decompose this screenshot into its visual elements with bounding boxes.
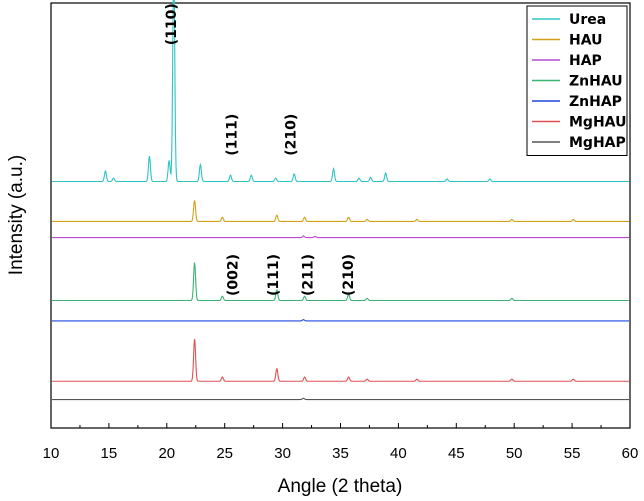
x-tick-label: 25 xyxy=(216,445,233,462)
x-tick-label: 60 xyxy=(622,445,639,462)
series-line-znhap xyxy=(52,319,629,322)
x-tick-label: 55 xyxy=(564,445,581,462)
peak-annotations: (110) (111) (210) (002) (111) (211) (210) xyxy=(164,3,357,296)
x-tick-label: 40 xyxy=(390,445,407,462)
peak-annotation: (210) xyxy=(341,254,357,296)
x-tick-label: 10 xyxy=(43,445,60,462)
peak-annotation: (211) xyxy=(301,254,317,296)
y-axis-title: Intensity (a.u.) xyxy=(6,155,27,275)
series-line-hau xyxy=(52,200,629,222)
peak-annotation: (111) xyxy=(266,254,282,296)
peak-annotation: (110) xyxy=(164,3,180,45)
x-ticks: 10 15 20 25 30 35 40 45 50 55 60 xyxy=(43,423,639,462)
x-tick-label: 45 xyxy=(448,445,465,462)
legend-label: HAP xyxy=(569,53,602,69)
series-layer xyxy=(52,0,629,401)
x-tick-label: 30 xyxy=(274,445,291,462)
x-axis-title: Angle (2 theta) xyxy=(278,476,403,497)
x-tick-label: 20 xyxy=(158,445,175,462)
legend: Urea HAU HAP ZnHAU ZnHAP MgHAU MgHAP xyxy=(526,5,628,156)
legend-label: MgHAU xyxy=(569,115,626,131)
legend-label: ZnHAU xyxy=(569,74,623,90)
series-line-mghau xyxy=(52,338,629,382)
series-line-hap xyxy=(52,235,629,239)
legend-label: MgHAP xyxy=(569,135,626,151)
legend-label: ZnHAP xyxy=(569,94,622,110)
series-line-mghap xyxy=(52,397,629,401)
peak-annotation: (002) xyxy=(225,254,241,296)
x-tick-label: 15 xyxy=(101,445,118,462)
series-line-znhau xyxy=(52,262,629,302)
legend-label: HAU xyxy=(569,33,603,49)
legend-label: Urea xyxy=(569,12,606,28)
peak-annotation: (111) xyxy=(224,114,240,156)
x-tick-label: 35 xyxy=(332,445,349,462)
peak-annotation: (210) xyxy=(283,114,299,156)
x-tick-label: 50 xyxy=(506,445,523,462)
series-line-urea xyxy=(52,0,629,183)
